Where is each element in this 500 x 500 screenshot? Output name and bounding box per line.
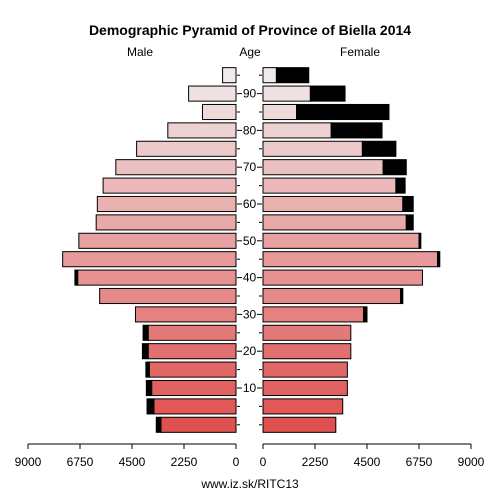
bars-group <box>62 67 441 433</box>
female-x-tick-label: 4500 <box>354 455 381 469</box>
male-x-tick-label: 4500 <box>119 455 146 469</box>
female-bar <box>262 214 407 231</box>
male-bar <box>188 85 237 102</box>
female-surplus-bar <box>330 122 383 139</box>
female-bar <box>262 343 352 360</box>
male-bar <box>78 232 237 249</box>
age-tick-label: 40 <box>243 271 257 285</box>
male-bar <box>147 324 237 341</box>
male-bar <box>95 214 237 231</box>
female-bar <box>262 361 348 378</box>
female-bar <box>262 177 397 194</box>
female-bar <box>262 287 402 305</box>
female-x-tick-label: 0 <box>260 455 267 469</box>
male-x-tick-label: 0 <box>233 455 240 469</box>
age-tick-label: 90 <box>243 87 257 101</box>
female-bar <box>262 251 438 268</box>
female-bar <box>262 159 384 176</box>
male-bar <box>148 361 237 378</box>
male-x-tick-label: 6750 <box>67 455 94 469</box>
male-surplus-bar <box>145 361 150 378</box>
female-bar <box>262 379 348 397</box>
chart-title: Demographic Pyramid of Province of Biell… <box>89 22 411 38</box>
male-bar <box>147 343 237 360</box>
female-label: Female <box>340 45 380 59</box>
male-bar <box>77 269 237 286</box>
female-surplus-bar <box>395 177 406 194</box>
male-surplus-bar <box>141 343 149 360</box>
axes-group: 10 20 30 40 50 60 70 80 90 9000 6750 4500 2250 0 0 2250… <box>15 74 485 469</box>
male-bar <box>136 140 237 157</box>
age-tick-label: 60 <box>243 197 257 211</box>
female-bar <box>262 140 363 157</box>
male-bar <box>96 195 237 213</box>
female-x-tick-label: 2250 <box>302 455 329 469</box>
male-surplus-bar <box>145 379 153 397</box>
female-surplus-bar <box>382 159 407 176</box>
female-bar <box>262 269 423 286</box>
female-bar <box>262 398 344 415</box>
female-bar <box>262 122 332 139</box>
age-tick-label: 20 <box>243 344 257 358</box>
age-tick-label: 80 <box>243 123 257 137</box>
age-tick-label: 30 <box>243 307 257 321</box>
male-surplus-bar <box>155 416 162 433</box>
male-bar <box>222 67 237 84</box>
male-bar <box>102 177 237 194</box>
age-label: Age <box>239 45 261 59</box>
female-bar <box>262 306 365 323</box>
female-surplus-bar <box>363 306 368 323</box>
male-bar <box>160 416 237 433</box>
female-surplus-bar <box>309 85 346 102</box>
male-bar <box>153 398 237 415</box>
male-surplus-bar <box>74 269 79 286</box>
male-x-tick-label: 9000 <box>15 455 42 469</box>
age-tick-label: 70 <box>243 160 257 174</box>
age-tick-label: 50 <box>243 234 257 248</box>
female-surplus-bar <box>400 287 404 305</box>
female-bar <box>262 103 298 121</box>
male-bar <box>115 159 237 176</box>
male-bar <box>62 251 237 268</box>
male-bar <box>151 379 237 397</box>
female-surplus-bar <box>418 232 422 249</box>
footer-url: www.iz.sk/RITC13 <box>200 477 299 491</box>
male-label: Male <box>127 45 153 59</box>
female-bar <box>262 195 404 213</box>
female-bar <box>262 324 352 341</box>
male-bar <box>134 306 237 323</box>
female-bar <box>262 232 420 249</box>
female-x-tick-label: 9000 <box>458 455 485 469</box>
male-x-tick-label: 2250 <box>171 455 198 469</box>
female-surplus-bar <box>436 251 441 268</box>
female-bar <box>262 416 337 433</box>
male-bar <box>201 103 237 121</box>
female-surplus-bar <box>275 67 310 84</box>
female-x-tick-label: 6750 <box>406 455 433 469</box>
male-surplus-bar <box>142 324 149 341</box>
female-surplus-bar <box>405 214 414 231</box>
male-bar <box>167 122 237 139</box>
female-surplus-bar <box>402 195 414 213</box>
male-surplus-bar <box>146 398 155 415</box>
age-tick-label: 10 <box>243 381 257 395</box>
female-surplus-bar <box>296 103 390 121</box>
female-bar <box>262 85 311 102</box>
female-bar <box>262 67 277 84</box>
male-bar <box>99 287 237 305</box>
female-surplus-bar <box>361 140 397 157</box>
